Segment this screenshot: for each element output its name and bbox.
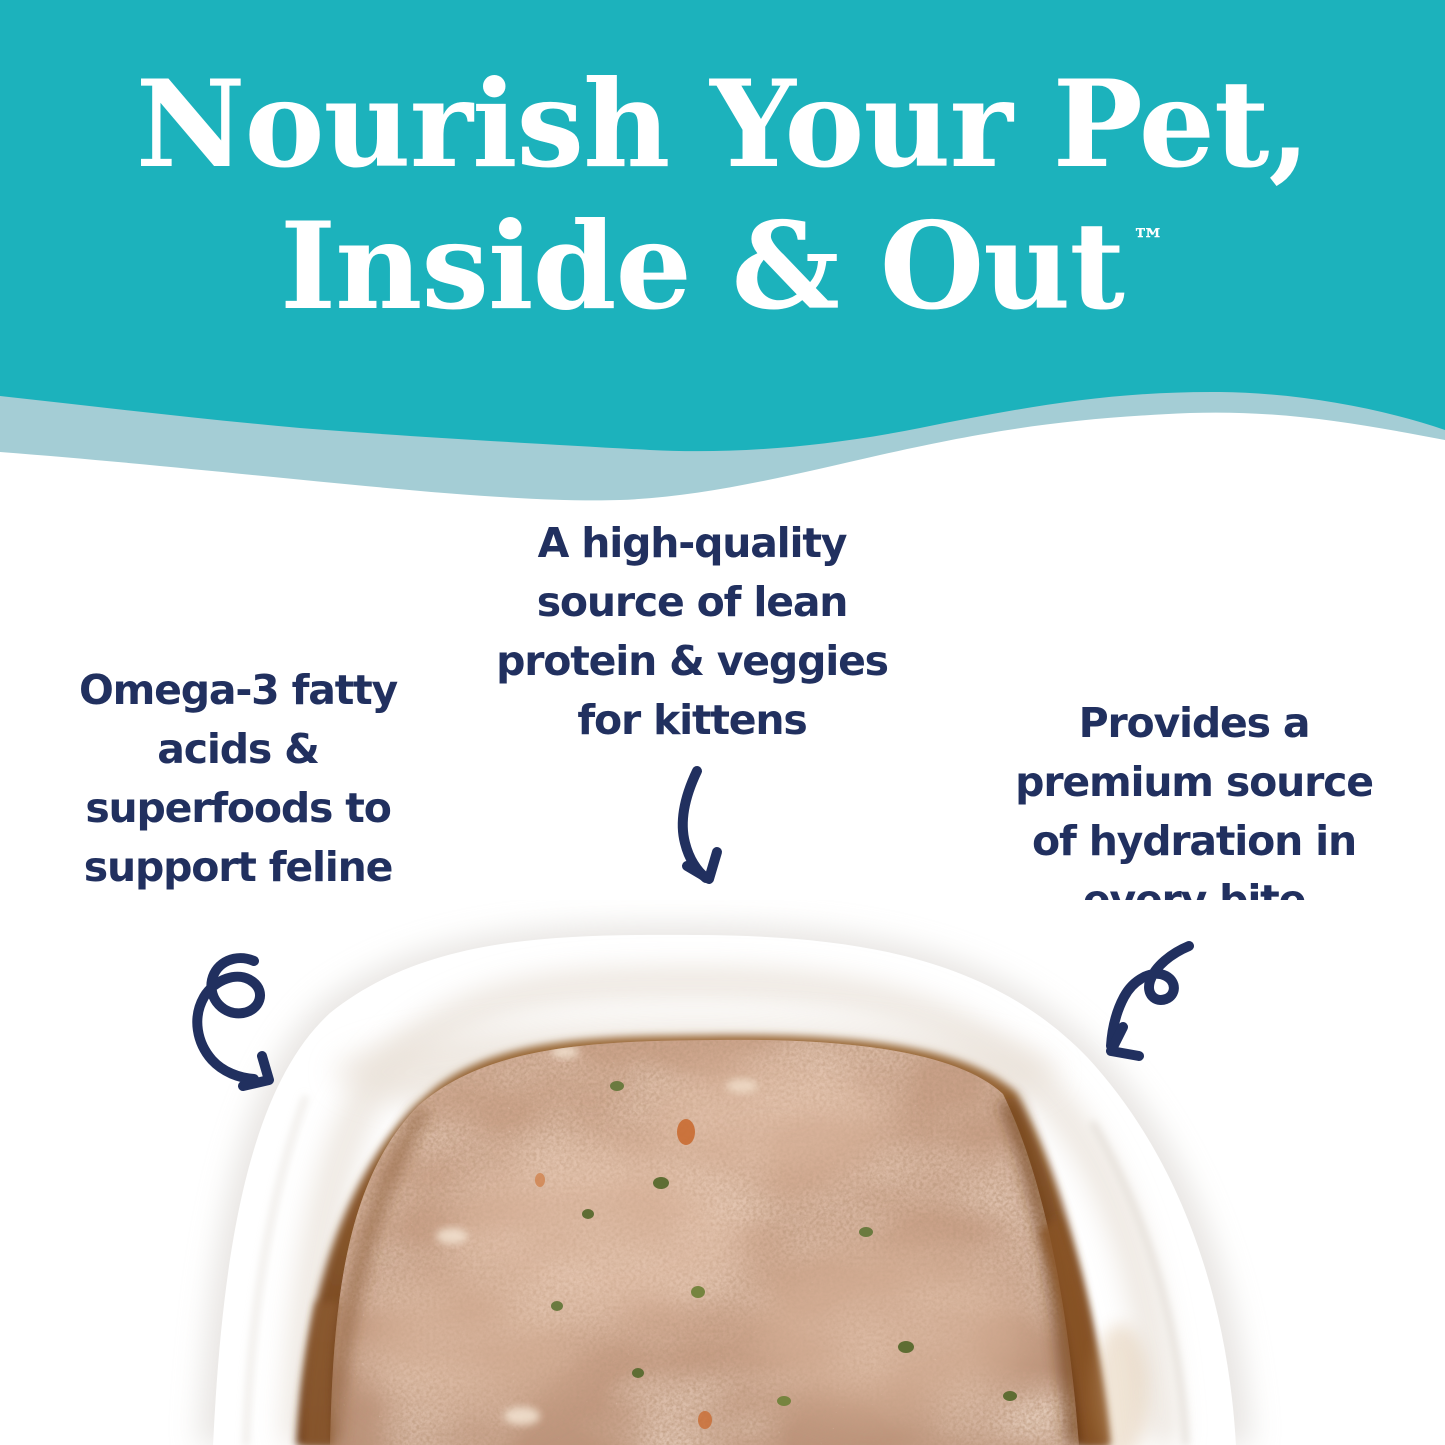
callout-line: acids & <box>157 725 320 773</box>
callout-line: for kittens <box>577 696 807 744</box>
teal-header-shape <box>0 0 1445 452</box>
callout-line: A high-quality <box>537 519 848 567</box>
title-line-2: Inside & Out ™ <box>0 196 1445 368</box>
callout-line: premium source <box>1015 758 1374 806</box>
glints <box>436 1046 758 1425</box>
callout-line: Omega-3 fatty <box>78 666 398 714</box>
plate-rim-line-right <box>1089 1120 1189 1445</box>
plate-rim-line-left <box>243 1094 309 1445</box>
callout-line: of hydration in <box>1032 817 1357 865</box>
callout-line: Provides a <box>1078 699 1311 747</box>
callout-protein: A high-quality source of lean protein & … <box>442 514 942 750</box>
herb-flecks <box>551 1081 1017 1406</box>
title-line-1: Nourish Your Pet, <box>135 54 1310 195</box>
callout-line: superfoods to <box>85 784 392 832</box>
header-wave-background <box>0 0 1445 501</box>
callout-line: protein & veggies <box>496 637 889 685</box>
pet-food-photo <box>0 900 1445 1445</box>
page-title: Nourish Your Pet, Inside & Out ™ <box>0 54 1445 368</box>
carrot-flecks <box>535 1119 712 1429</box>
gravy-reflection <box>1092 1324 1148 1445</box>
callout-hydration: Provides a premium source of hydration i… <box>948 694 1440 930</box>
gravy-edge-left <box>326 1106 430 1445</box>
trademark-symbol: ™ <box>1131 221 1165 260</box>
food-pate <box>330 1039 1079 1445</box>
callout-line: support feline <box>83 843 394 891</box>
sheen-patches <box>360 1060 1030 1415</box>
gravy-puddle-left <box>302 1302 339 1445</box>
curved-arrow-down-icon <box>677 766 722 884</box>
callout-line: source of lean <box>536 578 849 626</box>
title-line-2-text: Inside & Out <box>280 196 1125 337</box>
plate-inner-shading <box>283 967 1178 1445</box>
